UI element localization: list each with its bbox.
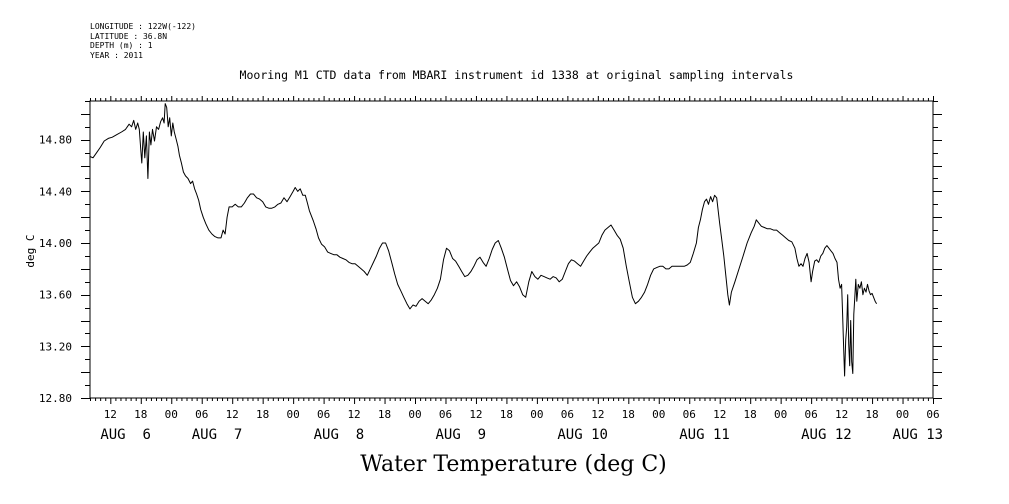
x-tick-label: 06 (926, 408, 939, 421)
x-date-label: AUG 9 (435, 427, 486, 443)
y-axis-label: deg C (24, 234, 37, 267)
x-tick-label: 18 (378, 408, 391, 421)
x-tick-label: 18 (256, 408, 269, 421)
x-tick-label: 06 (439, 408, 452, 421)
temperature-series-line (89, 103, 878, 377)
latitude-label: LATITUDE : 36.8N (90, 31, 168, 41)
x-tick-label: 12 (226, 408, 239, 421)
x-date-label: AUG 11 (679, 427, 730, 443)
x-tick-label: 00 (530, 408, 543, 421)
x-tick-label: 06 (195, 408, 208, 421)
x-tick-label: 00 (165, 408, 178, 421)
y-tick-label: 14.80 (39, 134, 72, 147)
x-tick-label: 06 (317, 408, 330, 421)
metadata-block: LONGITUDE : 122W(-122) LATITUDE : 36.8N … (90, 22, 196, 60)
x-tick-label: 06 (683, 408, 696, 421)
longitude-label: LONGITUDE : 122W(-122) (90, 22, 196, 31)
x-axis-title: Water Temperature (deg C) (360, 452, 667, 477)
depth-label: DEPTH (m) : 1 (90, 41, 153, 50)
x-tick-label: 00 (896, 408, 909, 421)
y-tick-label: 13.20 (39, 340, 72, 353)
x-tick-label: 12 (713, 408, 726, 421)
x-tick-label: 00 (774, 408, 787, 421)
chart-title: Mooring M1 CTD data from MBARI instrumen… (239, 68, 794, 82)
x-tick-label: 00 (408, 408, 421, 421)
y-tick-label: 12.80 (39, 392, 72, 405)
x-tick-label: 12 (469, 408, 482, 421)
plot-frame (89, 100, 934, 399)
y-tick-label: 14.00 (39, 237, 72, 250)
x-date-label: AUG 6 (100, 427, 151, 443)
x-date-label: AUG 10 (557, 427, 608, 443)
x-tick-label: 00 (652, 408, 665, 421)
x-date-label: AUG 8 (314, 427, 365, 443)
x-tick-label: 12 (347, 408, 360, 421)
y-tick-label: 14.40 (39, 185, 72, 198)
x-tick-label: 18 (622, 408, 635, 421)
x-tick-label: 06 (561, 408, 574, 421)
x-tick-label: 12 (591, 408, 604, 421)
x-date-label: AUG 12 (801, 427, 852, 443)
year-label: YEAR : 2011 (90, 50, 143, 60)
x-tick-label: 18 (500, 408, 513, 421)
x-date-label: AUG 7 (192, 427, 243, 443)
x-tick-label: 12 (835, 408, 848, 421)
x-tick-label: 06 (804, 408, 817, 421)
x-tick-label: 12 (104, 408, 117, 421)
x-tick-label: 18 (865, 408, 878, 421)
x-tick-label: 18 (744, 408, 757, 421)
x-date-label: AUG 13 (893, 427, 944, 443)
x-tick-label: 00 (287, 408, 300, 421)
y-tick-label: 13.60 (39, 289, 72, 302)
x-tick-label: 18 (134, 408, 147, 421)
